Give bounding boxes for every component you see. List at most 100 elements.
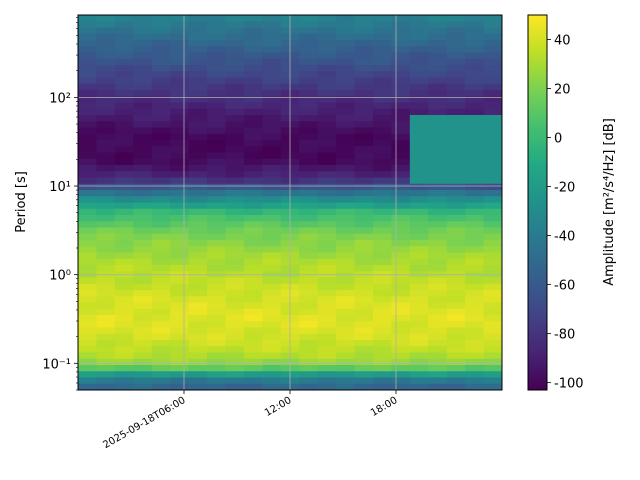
heatmap-cell — [354, 177, 374, 185]
heatmap-cell — [78, 96, 98, 104]
heatmap-cell — [372, 215, 392, 222]
heatmap-cell — [207, 102, 227, 110]
heatmap-cell — [114, 121, 134, 129]
heatmap-cell — [207, 246, 227, 254]
heatmap-cell — [225, 190, 245, 197]
heatmap-cell — [170, 327, 190, 335]
heatmap-cell — [428, 15, 448, 22]
heatmap-cell — [299, 171, 319, 179]
heatmap-cell — [133, 46, 153, 54]
heatmap-cell — [336, 96, 356, 104]
heatmap-cell — [188, 240, 208, 247]
heatmap-cell — [243, 171, 263, 179]
heatmap-cell — [225, 77, 245, 85]
heatmap-cell — [483, 52, 502, 60]
heatmap-cell — [409, 40, 429, 47]
heatmap-cell — [78, 377, 98, 385]
heatmap-cell — [207, 308, 227, 316]
heatmap-cell — [78, 102, 98, 110]
heatmap-cell — [262, 52, 282, 60]
colorbar-tick-label: -80 — [554, 328, 575, 343]
heatmap-cell — [207, 40, 227, 47]
heatmap-cell — [409, 115, 429, 122]
heatmap-cell — [372, 96, 392, 104]
heatmap-cell — [446, 133, 466, 141]
heatmap-cell — [225, 127, 245, 135]
heatmap-cell — [96, 296, 116, 304]
heatmap-cell — [225, 165, 245, 172]
heatmap-cell — [114, 90, 134, 97]
heatmap-cell — [354, 377, 374, 385]
heatmap-cell — [483, 290, 502, 297]
heatmap-cell — [465, 108, 485, 116]
heatmap-cell — [299, 283, 319, 291]
heatmap-cell — [483, 327, 502, 335]
heatmap-cell — [336, 90, 356, 97]
heatmap-cell — [114, 196, 134, 204]
heatmap-cell — [299, 196, 319, 204]
heatmap-cell — [409, 15, 429, 22]
heatmap-cell — [207, 158, 227, 166]
heatmap-cell — [207, 133, 227, 141]
heatmap-cell — [262, 358, 282, 366]
heatmap-cell — [262, 158, 282, 166]
heatmap-cell — [188, 108, 208, 116]
heatmap-cell — [225, 146, 245, 154]
heatmap-cell — [262, 171, 282, 179]
heatmap-cell — [114, 102, 134, 110]
heatmap-cell — [354, 21, 374, 29]
heatmap-cell — [243, 183, 263, 191]
heatmap-cell — [336, 40, 356, 47]
heatmap-cell — [336, 108, 356, 116]
heatmap-cell — [336, 127, 356, 135]
heatmap-cell — [465, 208, 485, 216]
heatmap-cell — [188, 302, 208, 310]
heatmap-cell — [262, 152, 282, 160]
heatmap-cell — [78, 321, 98, 329]
heatmap-cell — [372, 240, 392, 247]
heatmap-cell — [317, 221, 337, 229]
heatmap-cell — [483, 152, 502, 160]
heatmap-cell — [243, 208, 263, 216]
heatmap-cell — [409, 290, 429, 297]
y-tick-label: 10² — [49, 91, 71, 106]
heatmap-cell — [78, 52, 98, 60]
heatmap-cell — [317, 71, 337, 79]
colorbar-tick-label: -100 — [554, 377, 584, 392]
heatmap-cell — [354, 221, 374, 229]
heatmap-cell — [428, 196, 448, 204]
heatmap-cell — [225, 71, 245, 79]
heatmap-cell — [207, 383, 227, 390]
heatmap-cell — [262, 327, 282, 335]
heatmap-cell — [170, 221, 190, 229]
heatmap-cell — [428, 377, 448, 385]
heatmap-cell — [483, 133, 502, 141]
heatmap-cell — [151, 146, 171, 154]
heatmap-cell — [354, 352, 374, 360]
heatmap-cell — [465, 315, 485, 322]
heatmap-cell — [409, 152, 429, 160]
heatmap-cell — [262, 340, 282, 347]
heatmap-cell — [446, 383, 466, 390]
heatmap-cell — [391, 71, 411, 79]
heatmap-cell — [188, 33, 208, 41]
heatmap-cell — [243, 115, 263, 122]
heatmap-cell — [170, 190, 190, 197]
heatmap-cell — [299, 115, 319, 122]
heatmap-cell — [446, 27, 466, 35]
heatmap-cell — [465, 352, 485, 360]
heatmap-cell — [188, 202, 208, 210]
heatmap-cell — [243, 265, 263, 272]
heatmap-cell — [465, 290, 485, 297]
heatmap-cell — [354, 346, 374, 354]
heatmap-cell — [151, 302, 171, 310]
heatmap-cell — [133, 352, 153, 360]
heatmap-cell — [446, 102, 466, 110]
heatmap-cell — [96, 108, 116, 116]
heatmap-cell — [96, 290, 116, 297]
heatmap-cell — [446, 302, 466, 310]
heatmap-cell — [207, 146, 227, 154]
heatmap-cell — [114, 40, 134, 47]
heatmap-cell — [114, 240, 134, 247]
heatmap-cell — [391, 146, 411, 154]
